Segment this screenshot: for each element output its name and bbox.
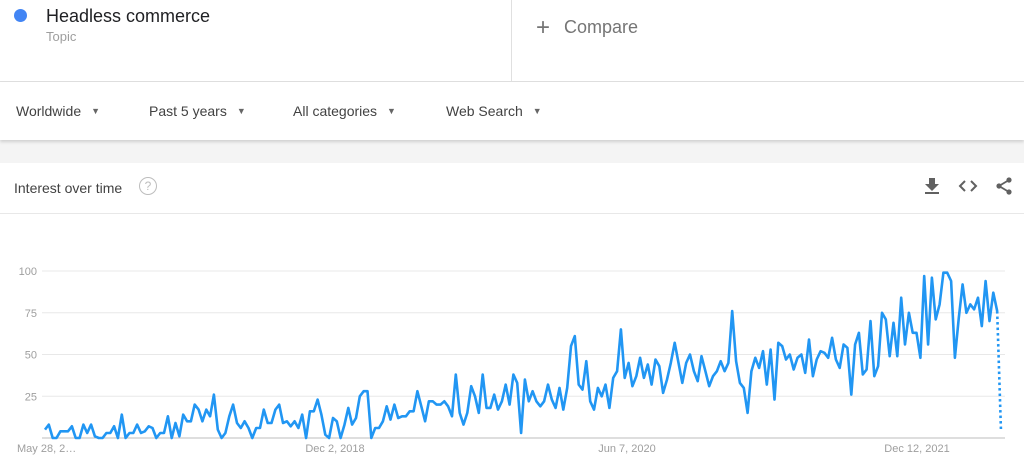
x-tick-label: Dec 2, 2018 — [305, 443, 364, 455]
card-title: Interest over time — [14, 180, 123, 196]
series-line — [43, 271, 999, 440]
download-icon[interactable] — [924, 177, 940, 200]
time-range-dropdown[interactable]: Past 5 years ▼ — [149, 103, 246, 119]
interest-over-time-card: Interest over time ? — [0, 163, 1024, 470]
share-icon[interactable] — [995, 177, 1013, 200]
embed-code-icon[interactable] — [958, 177, 978, 200]
search-term-type: Topic — [46, 29, 77, 44]
category-label: All categories — [293, 103, 378, 119]
search-term-header: Headless commerce Topic + Compare — [0, 0, 1024, 82]
compare-label: Compare — [564, 17, 639, 37]
region-dropdown[interactable]: Worldwide ▼ — [16, 103, 100, 119]
series-color-dot — [14, 9, 27, 22]
region-label: Worldwide — [16, 103, 82, 119]
plus-icon: + — [536, 14, 551, 41]
help-icon[interactable]: ? — [139, 177, 157, 195]
caret-down-icon: ▼ — [91, 106, 101, 116]
search-type-dropdown[interactable]: Web Search ▼ — [446, 103, 542, 119]
separator-band — [0, 140, 1024, 163]
category-dropdown[interactable]: All categories ▼ — [293, 103, 396, 119]
search-type-label: Web Search — [446, 103, 523, 119]
filter-bar: Worldwide ▼ Past 5 years ▼ All categories ▼… — [0, 82, 1024, 140]
y-tick-label: 50 — [25, 350, 37, 362]
y-tick-label: 75 — [25, 308, 37, 320]
caret-down-icon: ▼ — [387, 106, 396, 116]
compare-button[interactable]: + Compare — [536, 14, 638, 42]
search-term-label[interactable]: Headless commerce — [46, 6, 211, 26]
x-tick-label: May 28, 2… — [17, 443, 76, 455]
x-tick-label: Dec 12, 2021 — [884, 443, 949, 455]
caret-down-icon: ▼ — [532, 106, 542, 116]
y-tick-label: 100 — [19, 266, 37, 278]
partial-data-segment — [995, 311, 1003, 432]
time-range-label: Past 5 years — [149, 103, 227, 119]
caret-down-icon: ▼ — [236, 106, 246, 116]
x-tick-label: Jun 7, 2020 — [598, 443, 656, 455]
y-tick-label: 25 — [25, 391, 37, 403]
divider — [511, 0, 512, 81]
divider — [0, 213, 1024, 214]
